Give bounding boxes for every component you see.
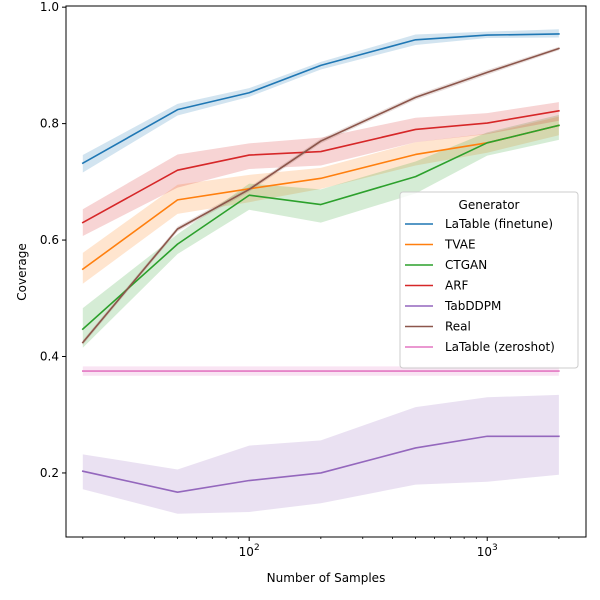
series-lines xyxy=(81,33,560,493)
y-axis: 0.2 0.4 0.6 0.8 1.0 xyxy=(40,0,66,480)
plot-frame xyxy=(65,5,587,538)
legend-label-ctgan: CTGAN xyxy=(445,258,487,272)
line-latable-finetune xyxy=(81,33,560,165)
x-axis-label: Number of Samples xyxy=(267,571,386,585)
x-tick-label: 102 xyxy=(239,543,260,559)
line-arf xyxy=(81,109,560,224)
legend-label-tvae: TVAE xyxy=(444,238,476,252)
band-tvae xyxy=(82,116,559,284)
y-tick-label: 1.0 xyxy=(40,0,59,14)
legend-label-arf: ARF xyxy=(445,279,469,293)
line-ctgan xyxy=(81,124,560,331)
y-tick-label: 0.6 xyxy=(40,233,59,247)
line-tabddpm xyxy=(81,435,560,493)
band-arf xyxy=(82,102,559,236)
legend-label-latable-zeroshot: LaTable (zeroshot) xyxy=(445,340,555,354)
legend-title: Generator xyxy=(459,198,520,212)
legend: Generator LaTable (finetune) TVAE CTGAN ARF… xyxy=(399,191,579,369)
band-tabddpm xyxy=(82,394,559,514)
legend-label-real: Real xyxy=(445,320,471,334)
legend-label-tabddpm: TabDDPM xyxy=(444,299,501,313)
y-tick-label: 0.8 xyxy=(40,117,59,131)
y-axis-label: Coverage xyxy=(15,243,29,301)
legend-items: LaTable (finetune) TVAE CTGAN ARF TabDDPM Rea… xyxy=(405,217,555,354)
line-real xyxy=(81,47,560,344)
y-tick-label: 0.4 xyxy=(40,350,59,364)
band-ctgan xyxy=(82,114,559,348)
legend-label-latable-finetune: LaTable (finetune) xyxy=(445,217,553,231)
x-tick-label: 103 xyxy=(477,543,498,559)
legend-box xyxy=(399,191,579,369)
x-axis: 102 103 xyxy=(82,537,560,559)
y-tick-label: 0.2 xyxy=(40,466,59,480)
